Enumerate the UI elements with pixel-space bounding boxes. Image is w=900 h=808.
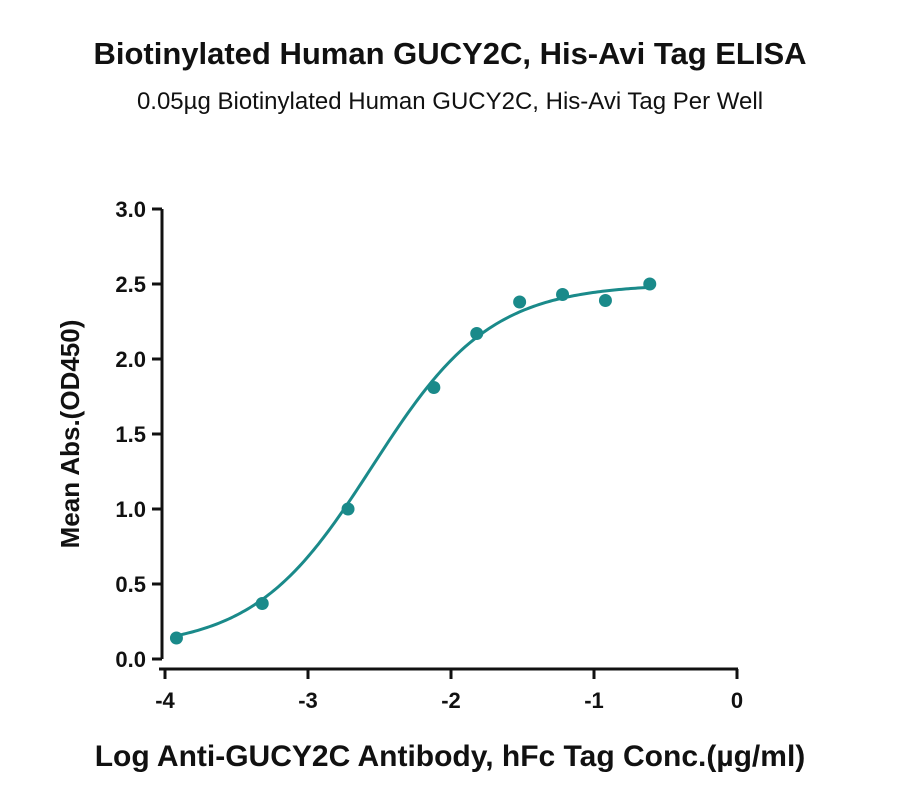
data-point (643, 277, 657, 291)
chart-subtitle: 0.05µg Biotinylated Human GUCY2C, His-Av… (136, 88, 764, 115)
chart-title: Biotinylated Human GUCY2C, His-Avi Tag E… (93, 36, 807, 71)
data-point (556, 288, 570, 301)
data-point (598, 294, 612, 307)
y-axis-title: Mean Abs.(OD450) (55, 320, 85, 549)
x-tick-label: -1 (584, 688, 604, 713)
data-points-layer (169, 277, 657, 645)
y-tick-label: 0.5 (115, 572, 146, 597)
y-tick-label: 0.0 (115, 647, 146, 672)
y-tick-label: 3.0 (115, 197, 146, 222)
data-point (470, 327, 484, 340)
x-tick-label: -4 (155, 688, 175, 713)
y-tick-label: 1.0 (115, 497, 146, 522)
data-point (513, 295, 527, 309)
y-tick-label: 2.0 (115, 347, 146, 372)
data-point (341, 502, 355, 516)
y-tick-label: 2.5 (115, 272, 146, 297)
data-point (255, 597, 269, 610)
x-tick-label: 0 (731, 688, 743, 713)
fit-curve (176, 285, 650, 638)
x-tick-label: -3 (298, 688, 318, 713)
data-point (169, 631, 183, 645)
x-axis-title: Log Anti-GUCY2C Antibody, hFc Tag Conc.(… (95, 740, 806, 773)
ticks: 0.0 0.5 1.0 1.5 2.0 2.5 3.0 -4 -3 -2 -1 0 (115, 197, 743, 713)
fit-curve-layer (176, 285, 650, 638)
data-point (427, 381, 441, 394)
x-tick-label: -2 (441, 688, 461, 713)
y-tick-label: 1.5 (115, 422, 146, 447)
